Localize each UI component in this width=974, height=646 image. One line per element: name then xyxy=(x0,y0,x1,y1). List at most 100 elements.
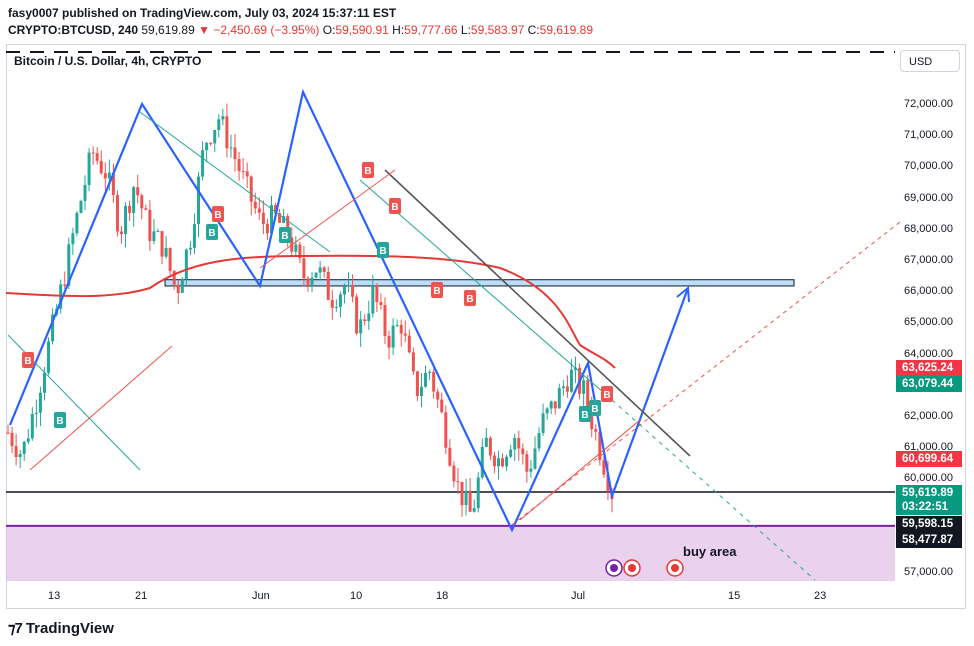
candle-body xyxy=(148,209,152,242)
candle-body xyxy=(115,194,119,232)
candle xyxy=(205,141,209,163)
x-tick-label: 23 xyxy=(814,590,827,602)
candle xyxy=(241,158,245,180)
signal-badge xyxy=(279,227,291,243)
candle xyxy=(51,308,55,345)
candle-body xyxy=(440,399,444,413)
candle-body xyxy=(245,171,249,177)
event-dot xyxy=(671,564,679,572)
candle-body xyxy=(541,413,545,434)
candle-body xyxy=(294,244,298,252)
candle xyxy=(342,283,346,304)
publish-info: fasy0007 published on TradingView.com, J… xyxy=(8,6,397,20)
candle-body xyxy=(172,271,176,285)
x-tick-label: Jun xyxy=(252,590,270,602)
candle xyxy=(233,133,237,172)
candle xyxy=(359,311,363,347)
candle-body xyxy=(326,271,330,300)
candle-body xyxy=(411,352,415,372)
candle-body xyxy=(34,412,38,414)
candle xyxy=(476,472,480,513)
candle xyxy=(30,407,34,441)
candle xyxy=(428,369,432,380)
candle xyxy=(484,427,488,448)
candle-body xyxy=(282,216,286,223)
candle xyxy=(95,147,99,165)
candle-body xyxy=(525,454,529,472)
signal-letter: B xyxy=(24,356,31,367)
candle-body xyxy=(136,187,140,196)
x-tick-label: 15 xyxy=(728,590,741,602)
candle xyxy=(347,272,351,293)
candle xyxy=(14,433,18,466)
candle xyxy=(419,373,423,408)
signal-badge xyxy=(589,400,601,416)
candle xyxy=(217,114,221,138)
sell-signal-marker: B xyxy=(362,162,374,178)
event-dot xyxy=(610,564,618,572)
sell-signal-marker: B xyxy=(464,290,476,306)
candle-body xyxy=(509,449,513,457)
candle-body xyxy=(586,380,590,408)
candle xyxy=(47,337,51,376)
high-value: 59,777.66 xyxy=(404,23,458,37)
candle-body xyxy=(476,477,480,509)
candle xyxy=(375,283,379,313)
candle-body xyxy=(6,432,10,434)
candle-body xyxy=(501,458,505,467)
candle-body xyxy=(464,490,468,506)
candle xyxy=(164,236,168,259)
candle xyxy=(594,424,598,441)
candle-body xyxy=(424,373,428,387)
candle xyxy=(541,403,545,436)
candle-body xyxy=(436,391,440,400)
signal-letter: B xyxy=(591,404,598,415)
candle-body xyxy=(351,285,355,297)
candle xyxy=(517,430,521,461)
signal-letter: B xyxy=(391,202,398,213)
candle xyxy=(521,443,525,465)
candle xyxy=(460,481,464,517)
candle xyxy=(103,162,107,191)
low-value: 59,583.97 xyxy=(470,23,525,37)
y-tick-label: 57,000.00 xyxy=(904,566,953,578)
candle-body xyxy=(444,412,448,448)
currency-button[interactable]: USD xyxy=(900,50,960,72)
candle-body xyxy=(379,302,383,305)
x-tick-label: Jul xyxy=(571,590,586,602)
candle-body xyxy=(168,248,172,272)
candle xyxy=(38,386,42,427)
price-label: 60,699.64 xyxy=(896,451,962,467)
candle-body xyxy=(298,244,302,259)
candle-body xyxy=(103,173,107,179)
candle-body xyxy=(217,119,221,131)
candle xyxy=(496,450,500,480)
signal-badge xyxy=(54,412,66,428)
candle-body xyxy=(75,212,79,234)
candle xyxy=(6,424,10,435)
candle-body xyxy=(95,153,99,161)
candle xyxy=(34,399,38,428)
candle xyxy=(399,319,403,347)
y-tick-label: 70,000.00 xyxy=(904,160,953,173)
candle-body xyxy=(152,231,156,242)
candle xyxy=(184,248,188,286)
candle-body xyxy=(184,249,188,280)
x-tick-label: 10 xyxy=(350,590,363,602)
candle-body xyxy=(132,187,136,213)
candle-body xyxy=(253,201,257,209)
candle-body xyxy=(156,231,160,233)
buy-area-zone xyxy=(6,526,895,581)
candle-body xyxy=(602,460,606,475)
lightning-event-icon xyxy=(605,559,623,577)
signal-letter: B xyxy=(281,231,288,242)
us-flag-event-icon xyxy=(623,559,641,577)
candle xyxy=(237,152,241,181)
candle xyxy=(188,241,192,256)
candle xyxy=(432,368,436,399)
low-label: L: xyxy=(460,23,471,37)
candle-body xyxy=(355,296,359,334)
candle-body xyxy=(47,341,51,373)
chart-pane[interactable] xyxy=(6,44,966,609)
